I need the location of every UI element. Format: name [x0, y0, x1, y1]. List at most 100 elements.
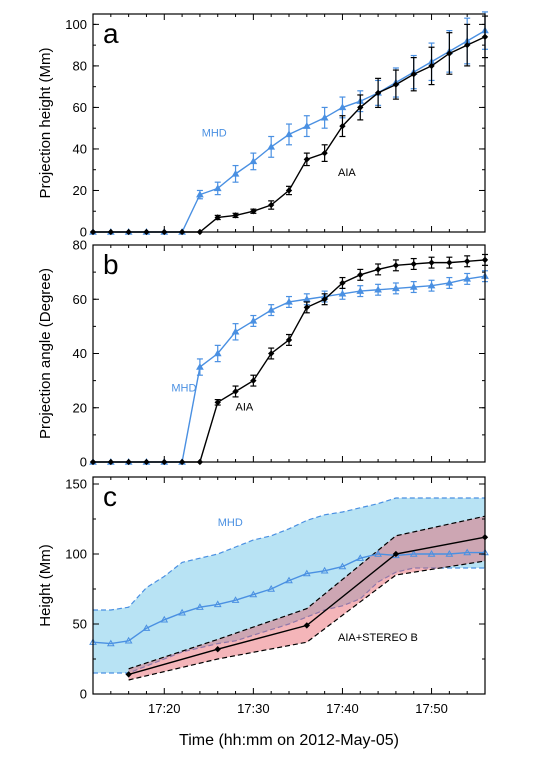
- band-lower-line: [93, 567, 485, 674]
- data-point-mhd: [463, 548, 472, 556]
- data-point-mhd: [160, 615, 169, 623]
- data-point-aia: [214, 399, 221, 406]
- series-line-mhd: [92, 551, 485, 645]
- data-point-mhd: [231, 596, 240, 603]
- data-point-mhd: [142, 624, 151, 631]
- panel-c: 0 50 100 150 17:20 17:30 17:40 17:50 Time (hh:mm…: [37, 476, 489, 749]
- y-tick-label: 150: [65, 477, 87, 492]
- data-point-aia: [285, 336, 293, 344]
- data-point-mhd: [196, 603, 204, 610]
- data-point-mhd: [196, 190, 204, 198]
- data-point-mhd: [285, 297, 293, 305]
- series-annotation: AIA+STEREO B: [338, 632, 418, 644]
- data-point-aia: [250, 377, 257, 384]
- data-point-mhd: [231, 169, 240, 177]
- data-point-aia: [250, 208, 257, 215]
- y-tick-label: 60: [73, 100, 87, 115]
- panel-a: 0 20 40 60 80 100 Projection height (Mm) a MHD AI…: [37, 11, 489, 240]
- data-point-aia: [428, 62, 435, 70]
- y-tick-label: 60: [73, 292, 87, 307]
- data-point-mhd: [427, 281, 436, 289]
- y-axis-label: Height (Mm): [37, 544, 54, 627]
- data-point-aia: [446, 50, 453, 57]
- data-point-aia: [446, 259, 453, 266]
- y-tick-label: 0: [80, 687, 87, 702]
- data-point-mhd: [267, 306, 276, 313]
- data-point-mhd: [427, 549, 436, 557]
- panel-letter: b: [103, 249, 119, 280]
- data-point-mhd: [302, 569, 311, 577]
- data-point-mhd: [409, 549, 418, 557]
- data-point-mhd: [338, 103, 347, 111]
- data-point-aia: [268, 201, 275, 209]
- axes-frame: [92, 13, 486, 233]
- data-point-mhd: [231, 327, 240, 335]
- data-point-aia-stereo-b: [125, 671, 132, 678]
- y-tick-label: 100: [65, 17, 87, 32]
- x-tick-label: 17:20: [148, 701, 181, 716]
- band-upper-line: [128, 515, 486, 670]
- data-point-mhd: [302, 122, 311, 129]
- data-point-mhd: [445, 549, 454, 557]
- data-point-mhd: [374, 549, 382, 557]
- panel-letter: c: [103, 481, 117, 512]
- data-point-mhd: [338, 562, 347, 570]
- data-point-mhd: [249, 157, 258, 165]
- series-annotation: MHD: [202, 127, 227, 139]
- y-tick-label: 80: [73, 238, 87, 253]
- y-axis-label: Projection height (Mm): [37, 48, 54, 199]
- data-point-mhd: [285, 576, 293, 584]
- data-point-aia: [357, 271, 364, 279]
- data-point-aia: [374, 89, 382, 97]
- series-line-aia: [93, 259, 486, 463]
- y-tick-label: 50: [73, 617, 87, 632]
- band-lower-line: [128, 560, 486, 681]
- data-point-aia: [232, 212, 239, 219]
- y-tick-label: 40: [73, 141, 87, 156]
- y-tick-label: 100: [65, 547, 87, 562]
- x-tick-label: 17:40: [326, 701, 359, 716]
- data-point-mhd: [267, 584, 276, 592]
- data-point-aia: [392, 262, 400, 269]
- data-point-mhd: [213, 600, 222, 608]
- series-annotation: MHD: [171, 382, 196, 394]
- data-point-mhd: [249, 590, 258, 598]
- data-point-mhd: [392, 284, 400, 292]
- data-point-aia: [214, 214, 221, 221]
- data-point-aia: [464, 258, 471, 265]
- y-tick-label: 20: [73, 183, 87, 198]
- y-tick-label: 80: [73, 58, 87, 73]
- data-point-aia: [321, 296, 328, 303]
- data-point-aia: [339, 279, 346, 287]
- data-point-mhd: [445, 278, 454, 286]
- x-tick-label: 17:30: [237, 701, 270, 716]
- data-point-aia: [339, 122, 346, 130]
- data-point-mhd: [213, 184, 222, 192]
- data-point-mhd: [409, 283, 418, 290]
- data-point-mhd: [463, 274, 472, 282]
- band-mhd: [93, 498, 485, 673]
- data-point-aia: [303, 304, 310, 311]
- data-point-aia-stereo-b: [392, 550, 400, 558]
- y-axis-label: Projection angle (Degree): [37, 268, 54, 439]
- data-point-aia: [392, 81, 400, 88]
- data-point-aia: [428, 259, 435, 266]
- data-point-mhd: [196, 363, 204, 370]
- data-point-mhd: [356, 287, 365, 294]
- data-point-aia: [303, 156, 310, 163]
- data-point-aia: [285, 187, 293, 194]
- axes-frame: [92, 244, 486, 463]
- data-point-aia: [374, 266, 382, 273]
- data-point-aia: [357, 104, 364, 111]
- y-tick-label: 0: [80, 455, 87, 470]
- data-point-aia: [464, 41, 471, 49]
- series-annotation: AIA: [338, 167, 356, 179]
- x-axis-label: Time (hh:mm on 2012-May-05): [179, 732, 399, 749]
- data-point-mhd: [320, 566, 329, 574]
- data-point-mhd: [285, 130, 293, 138]
- data-point-mhd: [267, 142, 276, 150]
- data-point-aia: [232, 388, 239, 395]
- data-point-aia-stereo-b: [214, 646, 221, 653]
- data-point-mhd: [356, 554, 365, 561]
